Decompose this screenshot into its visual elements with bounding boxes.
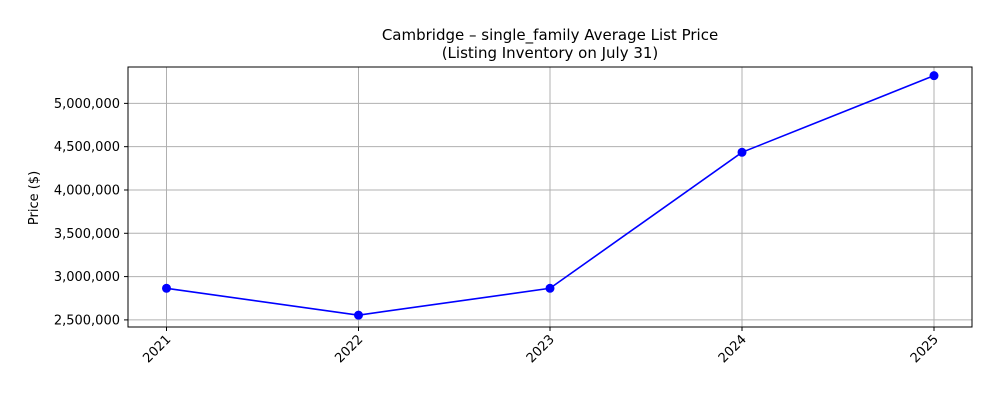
data-point: [354, 310, 363, 320]
y-tick-label: 2,500,000: [54, 313, 120, 328]
y-tick-label: 4,000,000: [54, 183, 120, 198]
chart-subtitle: (Listing Inventory on July 31): [442, 44, 659, 62]
data-point: [545, 283, 555, 293]
grid-lines: [128, 67, 972, 327]
y-tick-label: 5,000,000: [54, 97, 120, 112]
y-tick-label: 3,500,000: [54, 227, 120, 242]
y-tick-label: 3,000,000: [54, 270, 120, 285]
series-group: [162, 71, 939, 320]
data-point: [737, 147, 747, 157]
chart-title: Cambridge – single_family Average List P…: [382, 26, 718, 45]
y-axis-ticks: 2,500,000 3,000,000 3,500,000 4,000,000 4,50…: [54, 97, 128, 328]
plot-frame: [127, 66, 973, 328]
y-tick-label: 4,500,000: [54, 140, 120, 155]
data-point: [929, 71, 939, 81]
data-point: [162, 283, 171, 293]
y-axis-label: Price ($): [27, 171, 42, 225]
